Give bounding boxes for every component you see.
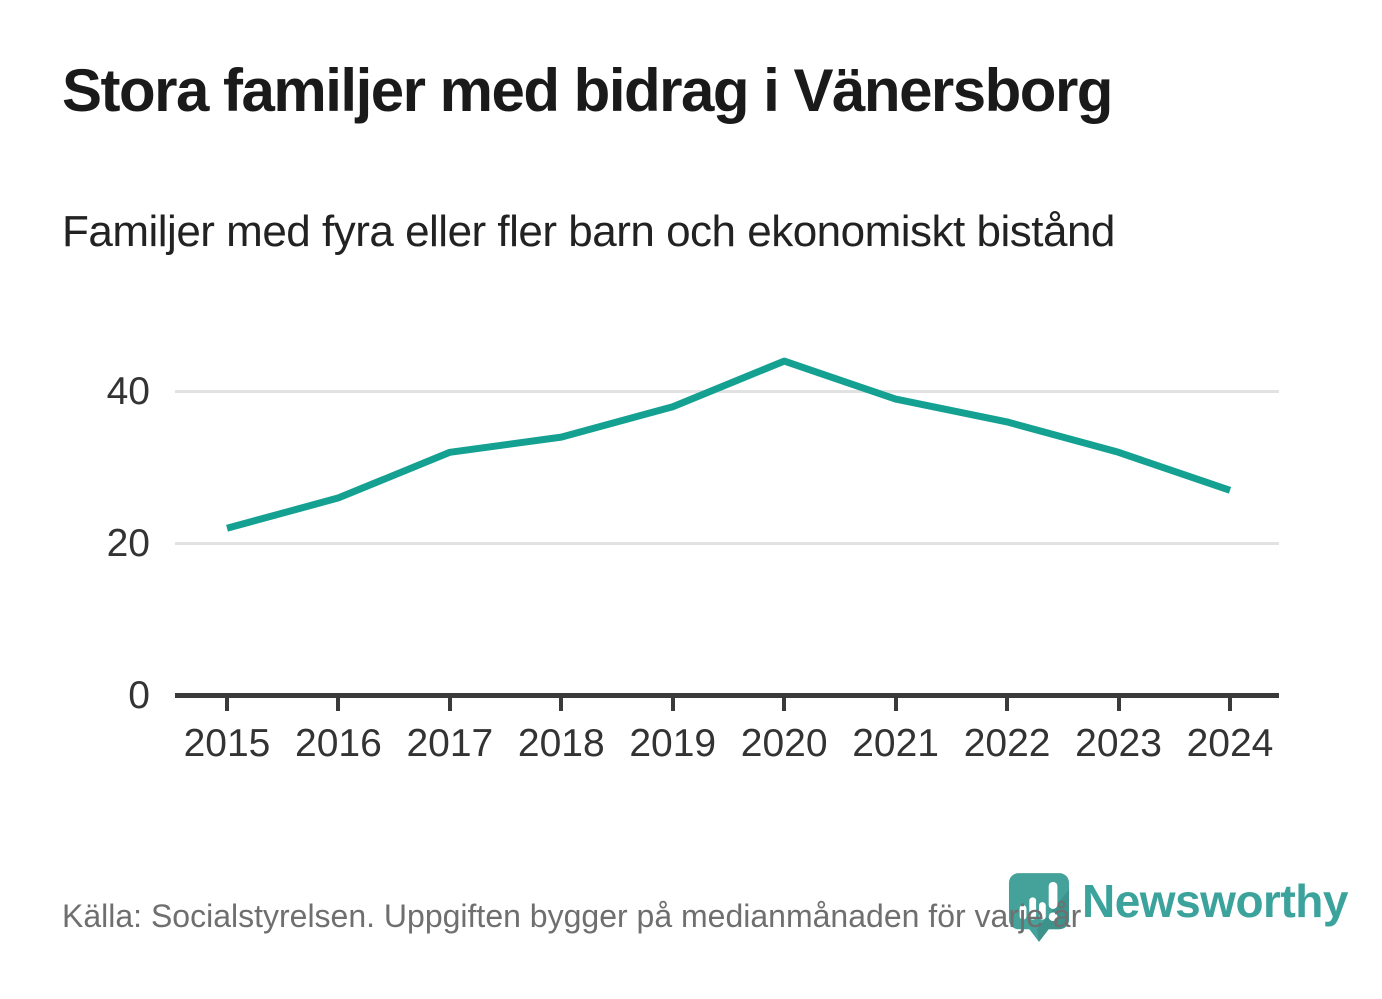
logo-exclamation-bar bbox=[1048, 881, 1058, 909]
logo-bar-3 bbox=[1039, 902, 1046, 920]
tick-mark bbox=[1005, 698, 1010, 711]
newsworthy-wordmark: Newsworthy bbox=[1082, 875, 1348, 927]
x-axis-label: 2023 bbox=[1075, 722, 1162, 765]
logo-bar-1 bbox=[1019, 905, 1027, 920]
logo-exclamation-dot bbox=[1048, 912, 1058, 922]
x-axis-label: 2020 bbox=[740, 722, 828, 765]
tick-mark bbox=[559, 698, 564, 711]
x-axis-label: 2024 bbox=[1186, 722, 1274, 765]
x-axis-label: 2016 bbox=[295, 722, 382, 765]
source-note: Källa: Socialstyrelsen. Uppgiften bygger… bbox=[62, 898, 1082, 934]
x-axis-label: 2019 bbox=[629, 722, 717, 765]
tick-mark bbox=[782, 698, 787, 711]
chart-title: Stora familjer med bidrag i Vänersborg bbox=[62, 57, 1113, 124]
x-axis-line bbox=[175, 693, 1279, 698]
y-axis-label: 20 bbox=[106, 521, 150, 565]
gridline bbox=[175, 390, 1279, 393]
tick-mark bbox=[1116, 698, 1121, 711]
tick-mark bbox=[336, 698, 341, 711]
line-series bbox=[226, 357, 1232, 532]
tick-mark bbox=[893, 698, 898, 711]
tick-mark bbox=[447, 698, 452, 711]
gridline bbox=[175, 542, 1279, 545]
tick-mark bbox=[1227, 698, 1232, 711]
x-axis-label: 2017 bbox=[406, 722, 494, 765]
y-axis-label: 40 bbox=[106, 369, 150, 413]
newsworthy-logo-icon bbox=[1008, 873, 1070, 942]
x-axis-label: 2021 bbox=[852, 722, 940, 765]
y-axis-label: 0 bbox=[128, 673, 150, 717]
x-axis-label: 2018 bbox=[517, 722, 605, 765]
x-axis-label: 2022 bbox=[963, 722, 1051, 765]
chart-subtitle: Familjer med fyra eller fler barn och ek… bbox=[62, 207, 1115, 256]
tick-mark bbox=[670, 698, 675, 711]
tick-mark bbox=[225, 698, 229, 711]
x-axis-label: 2015 bbox=[183, 722, 271, 765]
newsworthy-logo: Newsworthy bbox=[1008, 872, 1348, 942]
logo-bar-2 bbox=[1029, 897, 1037, 920]
